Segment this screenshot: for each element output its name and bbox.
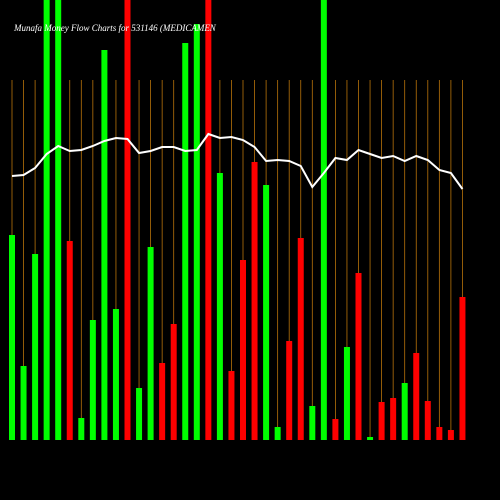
- bar: [459, 297, 466, 440]
- bar: [401, 383, 408, 440]
- bar: [9, 235, 15, 440]
- bar: [274, 427, 281, 440]
- bar: [112, 309, 119, 440]
- bar: [286, 341, 293, 440]
- bar: [20, 366, 27, 440]
- bar: [343, 347, 350, 440]
- bar: [216, 173, 223, 440]
- bar: [390, 398, 397, 440]
- money-flow-line: [11, 132, 464, 190]
- bar: [66, 241, 73, 440]
- bar: [240, 260, 246, 440]
- bar: [320, 0, 327, 440]
- bar: [355, 273, 362, 440]
- chart-title: Munafa Money Flow Charts for 531146 (MED…: [13, 23, 217, 33]
- bar: [43, 0, 50, 440]
- bar: [436, 427, 443, 440]
- bar: [32, 254, 39, 440]
- bar: [147, 247, 154, 440]
- bar: [297, 238, 304, 440]
- bar: [447, 430, 454, 440]
- bar: [101, 50, 108, 440]
- bar: [378, 402, 385, 440]
- bar: [251, 162, 258, 440]
- bar: [182, 43, 189, 440]
- bar: [159, 363, 166, 440]
- bar: [55, 0, 62, 440]
- bar: [193, 24, 200, 440]
- bar: [124, 0, 131, 440]
- bar: [205, 0, 212, 440]
- bar: [136, 388, 143, 440]
- bar: [170, 324, 177, 440]
- bar: [367, 437, 374, 440]
- bar: [309, 406, 316, 440]
- bar: [89, 320, 96, 440]
- bar: [424, 401, 431, 440]
- bar: [263, 185, 270, 440]
- bar: [413, 353, 420, 440]
- bar: [78, 418, 85, 440]
- bar: [332, 419, 339, 440]
- bar: [228, 371, 235, 440]
